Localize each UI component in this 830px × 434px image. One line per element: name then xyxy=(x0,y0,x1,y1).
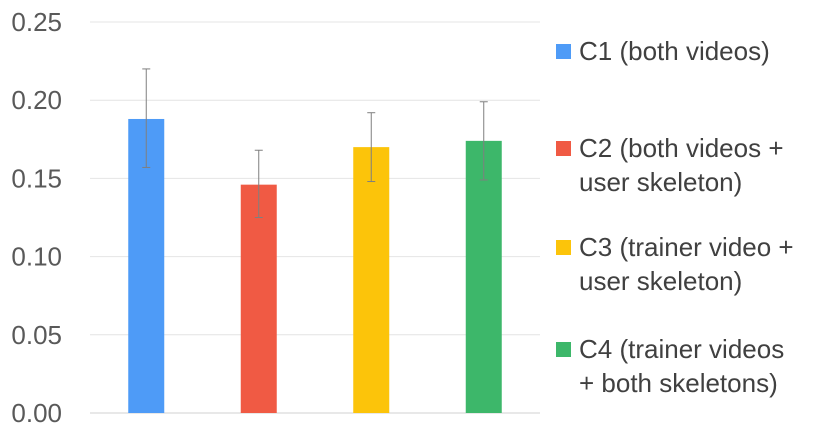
gridlines xyxy=(90,21,540,414)
y-tick-label: 0.25 xyxy=(11,7,62,37)
bar-c2 xyxy=(240,184,277,413)
legend-item-c3: C3 (trainer video + user skeleton) xyxy=(556,230,829,298)
legend-swatch-c2 xyxy=(556,141,571,156)
legend-item-c4: C4 (trainer videos + both skeletons) xyxy=(556,332,829,400)
legend-label-c4: C4 (trainer videos + both skeletons) xyxy=(579,334,785,398)
y-tick-label: 0.20 xyxy=(11,85,62,115)
legend-label-c1: C1 (both videos) xyxy=(579,36,770,66)
legend-swatch-c1 xyxy=(556,44,571,59)
legend-item-c1: C1 (both videos) xyxy=(556,34,829,68)
error-bar-c1 xyxy=(142,68,151,168)
y-tick-label: 0.05 xyxy=(11,320,62,350)
bars xyxy=(128,118,502,413)
bar-c1 xyxy=(128,118,165,413)
legend-swatch-c4 xyxy=(556,342,571,357)
legend: C1 (both videos) C2 (both videos + user … xyxy=(556,0,830,434)
error-bar-c3 xyxy=(367,112,376,183)
legend-swatch-c3 xyxy=(556,240,571,255)
bar-c3 xyxy=(353,147,390,413)
y-tick-label: 0.15 xyxy=(11,163,62,193)
error-bars xyxy=(142,68,488,218)
error-bar-c2 xyxy=(254,149,263,218)
y-tick-label: 0.00 xyxy=(11,398,62,428)
legend-label-c3: C3 (trainer video + user skeleton) xyxy=(579,232,794,296)
bar-c4 xyxy=(465,140,502,413)
legend-item-c2: C2 (both videos + user skeleton) xyxy=(556,131,829,199)
error-bar-c4 xyxy=(479,101,488,181)
y-axis-tick-labels: 0.00 0.05 0.10 0.15 0.20 0.25 xyxy=(11,7,62,428)
y-tick-label: 0.10 xyxy=(11,242,62,272)
legend-label-c2: C2 (both videos + user skeleton) xyxy=(579,133,784,197)
